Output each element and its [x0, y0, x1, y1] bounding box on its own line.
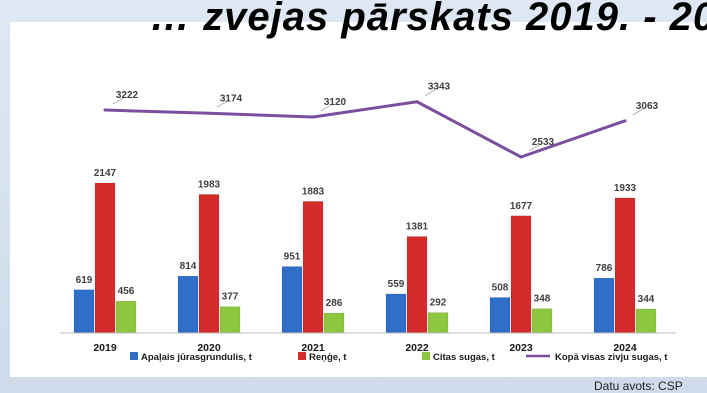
data-label-bar: 344: [638, 294, 655, 305]
data-label-line: 2533: [532, 137, 555, 148]
legend-label: Reņģe, t: [309, 352, 347, 363]
bar-renge-2023: [510, 215, 532, 334]
x-tick-label: 2024: [613, 342, 637, 354]
data-label-bar: 1983: [198, 179, 221, 190]
data-label-bar: 348: [534, 294, 551, 305]
label-leader: [112, 97, 124, 105]
label-leader: [528, 144, 540, 152]
data-label-line: 3063: [636, 101, 659, 112]
data-label-bar: 1677: [510, 201, 533, 212]
data-label-bar: 951: [284, 252, 301, 263]
data-label-line: 3120: [324, 97, 347, 108]
source-note: Datu avots: CSP: [594, 379, 683, 393]
x-tick-label: 2021: [301, 342, 325, 354]
data-label-bar: 559: [388, 279, 405, 290]
bar-renge-2021: [302, 201, 324, 334]
data-label-bar: 1933: [614, 183, 637, 194]
data-label-bar: 292: [430, 298, 447, 309]
bar-apalais-2023: [489, 297, 511, 334]
data-label-line: 3343: [428, 82, 451, 93]
label-leader: [216, 100, 228, 108]
bar-apalais-2024: [593, 277, 615, 334]
label-leader: [424, 89, 436, 97]
bar-citas-2023: [531, 308, 553, 334]
legend-label: Kopā visas zivju sugas, t: [555, 352, 668, 363]
bar-apalais-2019: [73, 289, 95, 334]
line-total: [104, 100, 626, 159]
bar-citas-2020: [219, 306, 241, 334]
x-tick-label: 2023: [509, 342, 533, 354]
data-label-bar: 1381: [406, 222, 429, 233]
line-group: 3222 3174 3120 3343 2533 3063: [103, 82, 659, 159]
data-label-line: 3222: [116, 90, 139, 101]
data-label-bar: 2147: [94, 168, 117, 179]
data-label-line: 3174: [220, 93, 243, 104]
data-label-bar: 619: [76, 275, 93, 286]
legend-swatch: [298, 352, 306, 360]
bars-group: 619 2147 456 814 1983 377 951 1883 286 559 1381 292…: [73, 168, 657, 334]
data-label-bar: 508: [492, 283, 509, 294]
data-label-bar: 814: [180, 261, 197, 272]
x-tick-labels: 2019 2020 2021 2022 2023 2024: [93, 342, 637, 354]
bar-apalais-2020: [177, 275, 199, 334]
legend-swatch: [422, 352, 430, 360]
legend-label: Apaļais jūrasgrundulis, t: [141, 352, 253, 363]
bar-citas-2024: [635, 308, 657, 334]
bar-citas-2022: [427, 312, 449, 334]
line-point: [311, 115, 315, 119]
data-label-bar: 786: [596, 263, 613, 274]
slide-title: … zvejas pārskats 2019. - 2024. gads: [150, 0, 707, 39]
data-label-bar: 286: [326, 298, 343, 309]
line-point: [207, 111, 211, 115]
data-label-bar: 377: [222, 292, 239, 303]
line-point: [415, 100, 419, 104]
x-tick-label: 2019: [93, 342, 117, 354]
bar-citas-2021: [323, 312, 345, 334]
line-point: [519, 155, 523, 159]
label-leader: [632, 108, 644, 116]
label-leader: [320, 104, 332, 112]
bar-renge-2019: [94, 182, 116, 334]
data-label-bar: 1883: [302, 186, 325, 197]
bar-renge-2022: [406, 236, 428, 334]
line-point: [103, 108, 107, 112]
bar-citas-2019: [115, 300, 137, 334]
data-label-bar: 456: [118, 286, 135, 297]
x-tick-label: 2020: [197, 342, 221, 354]
legend-label: Citas sugas, t: [433, 352, 496, 363]
x-tick-label: 2022: [405, 342, 429, 354]
line-point: [623, 119, 627, 123]
legend-swatch: [130, 352, 138, 360]
bar-renge-2020: [198, 194, 220, 334]
bar-apalais-2021: [281, 266, 303, 334]
legend: Apaļais jūrasgrundulis, t Reņģe, t Citas s…: [130, 352, 668, 363]
bar-renge-2024: [614, 197, 636, 334]
bar-apalais-2022: [385, 293, 407, 334]
